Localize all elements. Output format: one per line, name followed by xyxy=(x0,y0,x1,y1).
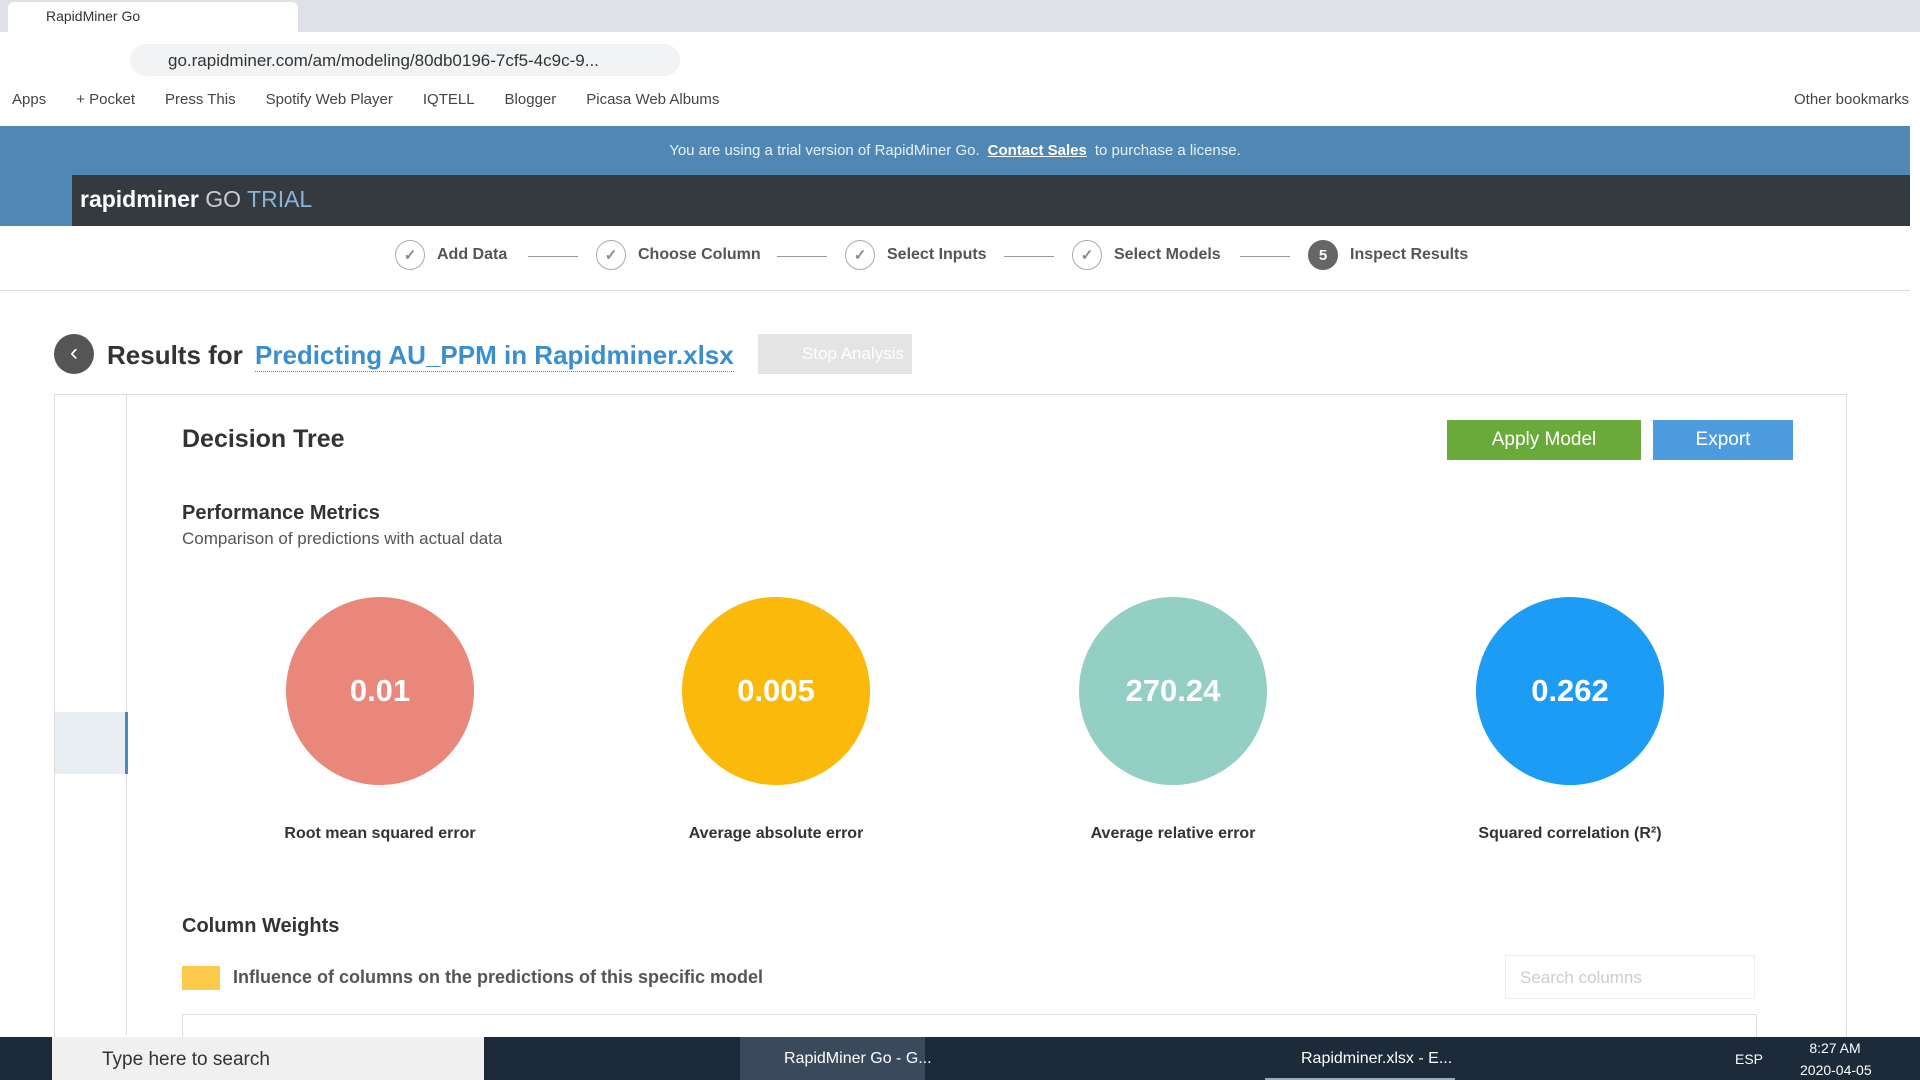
results-name[interactable]: Predicting AU_PPM in Rapidminer.xlsx xyxy=(255,340,734,372)
step-icon: ✓ xyxy=(845,240,875,270)
step[interactable]: ✓ Add Data xyxy=(395,240,507,270)
step-connector xyxy=(528,256,578,257)
weights-legend: Influence of columns on the predictions … xyxy=(233,967,764,987)
step[interactable]: 5 Inspect Results xyxy=(1308,240,1468,270)
metric-circle: 270.24 xyxy=(1079,597,1267,785)
weights-title: Column Weights xyxy=(182,915,340,937)
language[interactable]: ESP xyxy=(1735,1051,1764,1067)
taskbar-app[interactable]: RapidMiner Go - G... xyxy=(740,1037,932,1080)
step[interactable]: ✓ Select Models xyxy=(1072,240,1221,270)
sidebar-active[interactable] xyxy=(55,712,128,774)
contact-sales[interactable]: Contact Sales xyxy=(987,142,1087,159)
bookmark[interactable]: IQTELL xyxy=(422,91,475,108)
step-label: Add Data xyxy=(437,246,508,263)
brand-name: rapidminer xyxy=(80,186,199,212)
bookmark[interactable]: Press This xyxy=(165,91,236,108)
metric-circle: 0.005 xyxy=(682,597,870,785)
step-label: Inspect Results xyxy=(1350,246,1469,263)
metric-circle: 0.01 xyxy=(286,597,474,785)
bookmark[interactable]: Blogger xyxy=(504,91,557,108)
brand: rapidminer GO TRIAL xyxy=(80,186,312,213)
search-columns[interactable]: Search columns xyxy=(1505,955,1755,999)
metric-label: Root mean squared error xyxy=(284,825,476,842)
product: GO xyxy=(205,186,242,212)
performance-title: Performance Metrics xyxy=(182,502,380,524)
legend-swatch xyxy=(182,966,220,990)
step[interactable]: ✓ Choose Column xyxy=(596,240,761,270)
step-connector xyxy=(1240,256,1290,257)
metric-label: Average relative error xyxy=(1090,825,1256,842)
step[interactable]: ✓ Select Inputs xyxy=(845,240,987,270)
metric-label: Squared correlation (R²) xyxy=(1478,825,1662,842)
bookmark[interactable]: Spotify Web Player xyxy=(265,91,393,108)
back-button[interactable]: ‹ xyxy=(54,334,94,374)
other-bookmarks[interactable]: Other bookmarks xyxy=(1794,91,1910,108)
url: go.rapidminer.com/am/modeling/80db0196-7… xyxy=(168,51,599,70)
steps-bar xyxy=(0,226,1910,291)
step-connector xyxy=(1004,256,1054,257)
performance-subtitle: Comparison of predictions with actual da… xyxy=(182,529,503,548)
bookmarks: Apps + Pocket Press This Spotify Web Player… xyxy=(12,91,719,108)
step-icon: ✓ xyxy=(1072,240,1102,270)
step-label: Choose Column xyxy=(638,246,761,263)
metric-circle: 0.262 xyxy=(1476,597,1664,785)
step-icon: ✓ xyxy=(395,240,425,270)
trial-banner: You are using a trial version of RapidMi… xyxy=(0,126,1910,175)
taskbar-app[interactable]: Rapidminer.xlsx - E... xyxy=(1265,1037,1455,1080)
time: 8:27 AM xyxy=(1809,1040,1861,1056)
model-title: Decision Tree xyxy=(182,425,345,453)
export[interactable]: Export xyxy=(1653,420,1793,460)
banner-text: You are using a trial version of RapidMi… xyxy=(669,142,980,159)
step-icon: ✓ xyxy=(596,240,626,270)
app-header xyxy=(0,175,1910,226)
logo xyxy=(0,175,72,226)
step-label: Select Models xyxy=(1114,246,1221,263)
step-icon: 5 xyxy=(1308,240,1338,270)
bookmark[interactable]: Apps xyxy=(12,91,47,108)
banner-text: to purchase a license. xyxy=(1094,142,1241,159)
tab[interactable] xyxy=(8,2,298,32)
metric-label: Average absolute error xyxy=(688,825,864,842)
bookmark[interactable]: + Pocket xyxy=(76,91,135,108)
results-prefix: Results for xyxy=(107,340,243,370)
apply-model[interactable]: Apply Model xyxy=(1447,420,1641,460)
tab-title: RapidMiner Go xyxy=(46,8,141,24)
date: 2020-04-05 xyxy=(1800,1062,1872,1078)
stop-analysis[interactable]: Stop Analysis xyxy=(758,334,912,374)
step-connector xyxy=(777,256,827,257)
bookmark[interactable]: Picasa Web Albums xyxy=(586,91,720,108)
step-label: Select Inputs xyxy=(887,246,987,263)
edition: TRIAL xyxy=(247,186,313,212)
taskbar-search[interactable]: Type here to search xyxy=(52,1037,484,1080)
tab-bar xyxy=(0,0,1920,32)
address-bar[interactable] xyxy=(130,44,680,76)
